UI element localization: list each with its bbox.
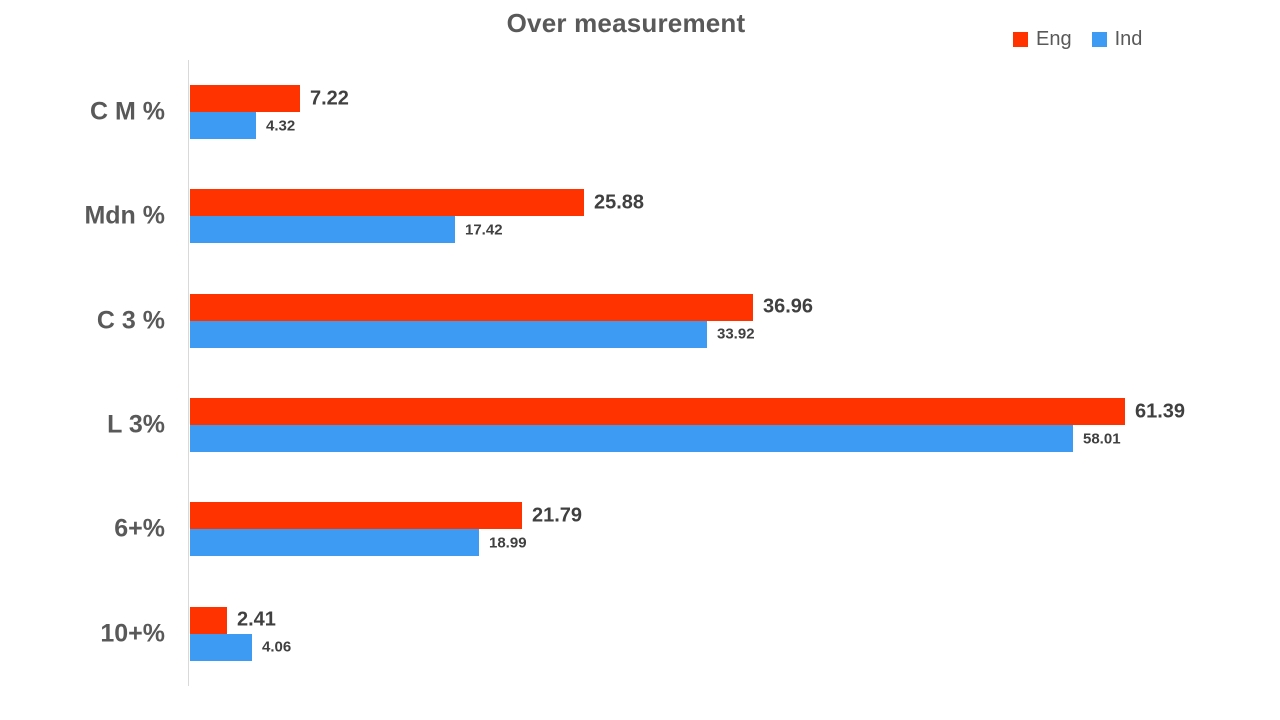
chart-title: Over measurement	[506, 8, 746, 38]
value-label-ind: 4.06	[262, 638, 292, 656]
value-label-ind: 4.32	[266, 117, 296, 135]
y-axis-line	[188, 60, 189, 686]
bar-eng	[190, 85, 300, 113]
value-label-eng: 21.79	[532, 504, 583, 527]
category-label: 6+%	[114, 514, 165, 543]
value-label-eng: 61.39	[1135, 400, 1186, 423]
category-label: C 3 %	[96, 306, 165, 335]
bar-eng	[190, 606, 227, 634]
value-label-eng: 36.96	[763, 295, 814, 318]
legend-swatch-ind	[1091, 32, 1107, 47]
value-label-ind: 58.01	[1083, 430, 1121, 448]
bar-ind	[190, 112, 256, 140]
bar-ind	[190, 320, 707, 348]
value-label-eng: 2.41	[237, 608, 276, 631]
category-label: Mdn %	[84, 201, 165, 230]
value-label-ind: 33.92	[717, 325, 755, 343]
bar-ind	[190, 633, 252, 661]
value-label-eng: 7.22	[310, 87, 349, 110]
category-label: C M %	[90, 97, 165, 126]
bar-ind	[190, 529, 479, 557]
value-label-eng: 25.88	[594, 191, 645, 214]
bar-eng	[190, 189, 584, 217]
legend: Eng Ind	[1013, 28, 1142, 51]
legend-label-ind: Ind	[1114, 28, 1143, 50]
legend-swatch-eng	[1013, 32, 1028, 47]
bar-ind	[190, 216, 455, 244]
legend-item-eng: Eng	[1013, 28, 1072, 51]
legend-item-ind: Ind	[1091, 28, 1143, 51]
value-label-ind: 17.42	[465, 221, 503, 239]
value-label-ind: 18.99	[489, 534, 527, 552]
bar-eng	[190, 502, 522, 530]
legend-label-eng: Eng	[1036, 28, 1072, 50]
bar-eng	[190, 293, 753, 321]
bar-eng	[190, 398, 1125, 426]
category-label: L 3%	[107, 410, 165, 439]
bar-ind	[190, 425, 1073, 453]
category-label: 10+%	[100, 619, 165, 648]
